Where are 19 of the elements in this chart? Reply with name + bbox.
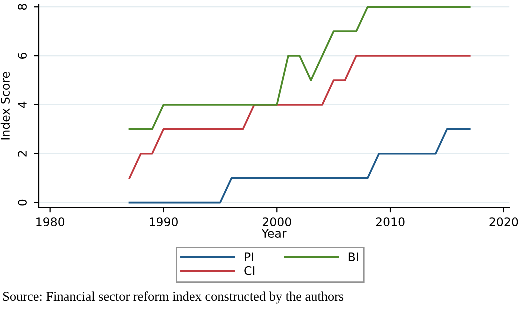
y-tick-label: 2 [18,151,27,157]
y-tick-label: 4 [18,102,27,108]
legend-label: BI [348,252,358,262]
y-tick-label: 6 [18,53,27,59]
legend-label: PI [245,252,254,262]
x-tick-label: 1980 [36,218,65,227]
legend-label: CI [244,266,255,276]
line-series [128,6,471,130]
x-axis-title: Year [262,229,287,238]
x-tick-label: 1990 [150,218,178,227]
y-tick-label: 0 [18,200,27,206]
y-tick-label: 8 [18,4,27,10]
x-tick-label: 2010 [376,218,405,227]
line-series [128,55,471,180]
x-tick-label: 2000 [262,218,292,227]
x-tick-label: 2020 [490,218,518,227]
line-series [128,128,471,204]
source-note: Source: Financial sector reform index constructed by the authors [3,292,344,304]
y-axis-title: Index Score [0,72,10,140]
